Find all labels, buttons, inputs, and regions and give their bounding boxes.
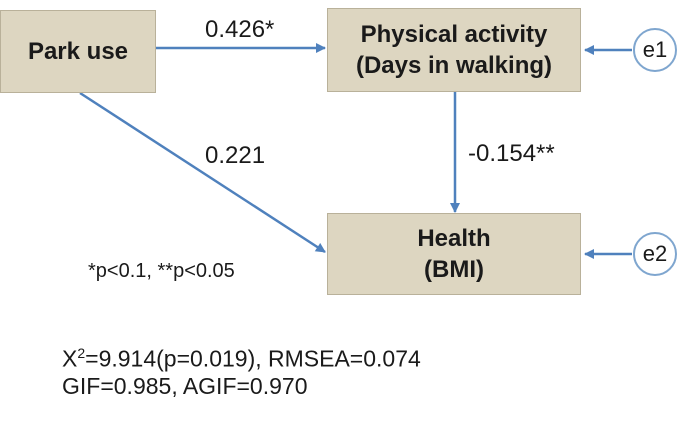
node-health: Health (BMI): [327, 213, 581, 295]
chi-square-exponent: 2: [77, 345, 86, 361]
path-coef-park-activity: 0.426*: [205, 16, 275, 43]
arrow-park-to-health: [79, 91, 326, 254]
fit-line-1-values: =9.914(p=0.019), RMSEA=0.074: [85, 345, 421, 372]
node-physical-activity: Physical activity (Days in walking): [327, 8, 581, 92]
path-coef-park-health: 0.221: [205, 142, 266, 169]
node-park-use-label: Park use: [27, 38, 129, 65]
node-health-subtitle: (BMI): [424, 256, 484, 283]
path-coef-activity-health: -0.154**: [468, 140, 555, 167]
significance-note: *p<0.1, **p<0.05: [88, 260, 235, 282]
error-e2: e2: [633, 232, 677, 276]
node-physical-activity-title: Physical activity: [360, 21, 548, 48]
error-e2-label: e2: [642, 241, 668, 266]
node-park-use: Park use: [0, 10, 156, 93]
error-e1-label: e1: [642, 37, 668, 62]
fit-line-2: GIF=0.985, AGIF=0.970: [62, 373, 308, 399]
chi-square-symbol: X: [62, 345, 78, 372]
node-physical-activity-subtitle: (Days in walking): [355, 52, 553, 79]
error-e1: e1: [633, 28, 677, 72]
fit-line-1: X2=9.914(p=0.019), RMSEA=0.074: [62, 338, 421, 375]
node-health-title: Health: [417, 225, 491, 252]
